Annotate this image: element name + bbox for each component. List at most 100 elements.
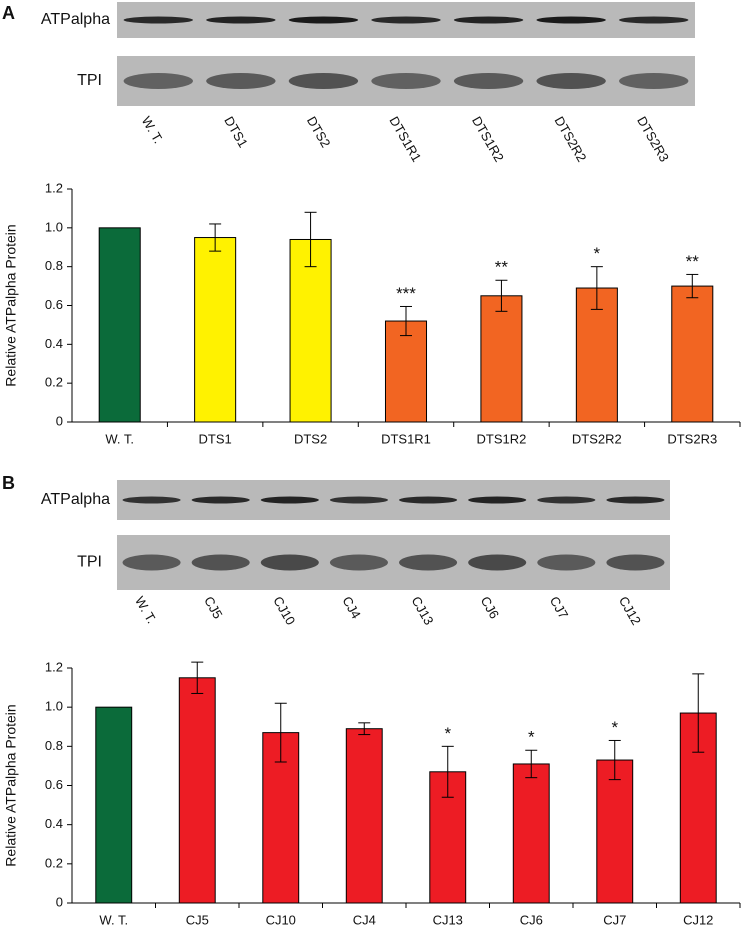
significance: ** — [495, 258, 509, 277]
lane-label: CJ4 — [339, 594, 364, 622]
blot-band — [399, 496, 458, 504]
panel-label: B — [2, 473, 15, 493]
y-tick-label: 0.6 — [45, 297, 63, 312]
y-tick-label: 0.8 — [45, 258, 63, 273]
lane-label: CJ7 — [547, 594, 572, 622]
blot-band — [536, 73, 606, 89]
bar — [384, 320, 428, 423]
lane-label: DTS1R1 — [386, 114, 424, 165]
blot-band — [537, 496, 596, 504]
blot-band — [453, 16, 524, 24]
lane-label: W. T. — [132, 594, 159, 626]
x-tick-label: DTS2R2 — [572, 431, 622, 446]
bar — [95, 706, 133, 904]
lane-label: DTS1 — [221, 114, 251, 150]
blot-band — [619, 16, 689, 24]
bar — [671, 285, 714, 423]
lane-label: DTS2 — [304, 114, 334, 150]
y-tick-label: 0.6 — [45, 777, 63, 792]
blot-band — [329, 554, 388, 571]
bar — [178, 677, 216, 904]
significance: * — [444, 724, 451, 743]
blot-row-label: ATPalpha — [41, 491, 110, 508]
significance: * — [611, 718, 618, 737]
blot-band — [606, 496, 665, 504]
blot-band — [260, 554, 319, 571]
blot-band — [260, 496, 319, 504]
blot-band — [288, 73, 359, 89]
blot-band — [537, 554, 596, 571]
blot-band — [536, 16, 606, 24]
blot-band — [329, 496, 388, 504]
lane-label: DTS2R3 — [634, 114, 672, 165]
y-tick-label: 0.2 — [45, 855, 63, 870]
x-tick-label: CJ6 — [520, 912, 543, 927]
y-tick-label: 0.4 — [45, 336, 63, 351]
x-tick-label: CJ10 — [266, 912, 296, 927]
bar — [575, 287, 618, 423]
significance: * — [594, 244, 601, 263]
blot-row-label: ATPalpha — [41, 11, 110, 28]
y-tick-label: 1.0 — [45, 699, 63, 714]
blot-band — [468, 554, 527, 571]
y-tick-label: 0 — [56, 894, 63, 909]
blot-band — [399, 554, 458, 571]
y-tick-label: 0 — [56, 413, 63, 428]
lane-label: CJ13 — [408, 594, 436, 628]
x-tick-label: DTS1R1 — [381, 431, 431, 446]
blot-row-label: TPI — [77, 554, 102, 571]
x-tick-label: CJ13 — [433, 912, 463, 927]
blot-band — [371, 16, 441, 24]
x-tick-label: W. T. — [105, 431, 134, 446]
x-tick-label: CJ5 — [186, 912, 209, 927]
bar — [480, 295, 523, 423]
x-tick-label: DTS2 — [294, 431, 327, 446]
blot-band — [371, 73, 441, 89]
blot-band — [123, 16, 193, 24]
bar — [194, 237, 237, 423]
y-tick-label: 1.0 — [45, 219, 63, 234]
lane-label: CJ5 — [201, 594, 226, 622]
blot-band — [288, 16, 359, 24]
blot-band — [123, 73, 193, 89]
lane-label: DTS1R2 — [469, 114, 507, 165]
y-tick-label: 0.4 — [45, 816, 63, 831]
panel-label: A — [2, 3, 15, 23]
x-tick-label: DTS2R3 — [667, 431, 717, 446]
bar — [512, 763, 550, 904]
y-tick-label: 1.2 — [45, 659, 63, 674]
y-tick-label: 0.2 — [45, 375, 63, 390]
x-tick-label: CJ4 — [353, 912, 376, 927]
bar — [596, 759, 634, 904]
blot-band — [453, 73, 524, 89]
x-tick-label: CJ12 — [683, 912, 713, 927]
y-tick-label: 0.8 — [45, 738, 63, 753]
blot-band — [619, 73, 689, 89]
significance: * — [528, 728, 535, 747]
bar — [345, 728, 383, 904]
bar — [98, 227, 141, 423]
significance: *** — [396, 284, 416, 303]
blot-band — [122, 554, 181, 571]
blot-row-label: TPI — [77, 72, 102, 89]
significance: ** — [686, 252, 700, 271]
x-tick-label: W. T. — [99, 912, 128, 927]
blot-band — [606, 554, 665, 571]
lane-label: CJ12 — [616, 594, 644, 628]
blot-band — [191, 554, 250, 571]
y-axis-label: Relative ATPalpha Protein — [3, 704, 19, 866]
x-tick-label: DTS1 — [199, 431, 232, 446]
y-axis-label: Relative ATPalpha Protein — [3, 224, 19, 386]
x-tick-label: CJ7 — [603, 912, 626, 927]
lane-label: CJ10 — [270, 594, 298, 628]
bar — [289, 238, 332, 423]
x-tick-label: DTS1R2 — [476, 431, 526, 446]
blot-band — [122, 496, 181, 504]
blot-band — [206, 16, 276, 24]
lane-label: DTS2R2 — [552, 114, 590, 165]
lane-label: W. T. — [139, 114, 166, 146]
y-tick-label: 1.2 — [45, 180, 63, 195]
blot-band — [206, 73, 276, 89]
